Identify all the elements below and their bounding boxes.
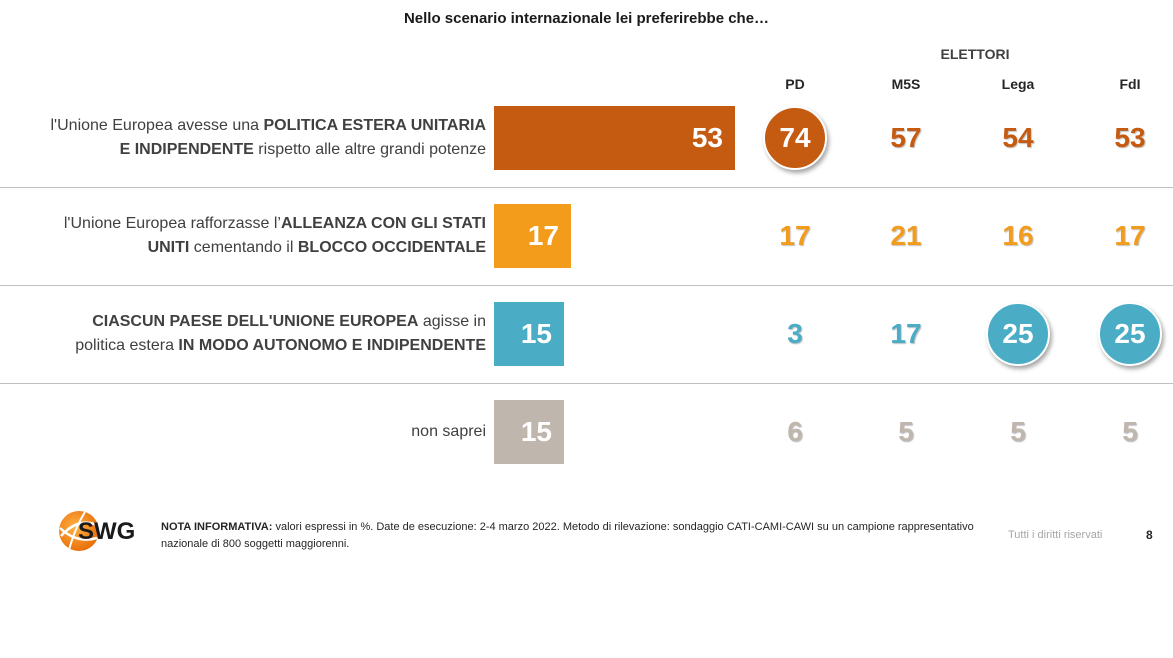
footnote-label: NOTA INFORMATIVA: [161, 521, 273, 533]
footnote-text: valori espressi in %. Date de esecuzione… [161, 521, 974, 550]
column-header-lega: Lega [1001, 76, 1035, 92]
value-pd: 17 [779, 220, 811, 251]
copyright-text: Tutti i diritti riservati [1008, 529, 1103, 541]
row-label-segment: politica estera [75, 337, 179, 354]
row-label-segment: E INDIPENDENTE [119, 141, 254, 158]
value-pd: 3 [787, 318, 803, 349]
value-lega: 16 [1002, 220, 1034, 251]
value-m5s: 5 [898, 416, 914, 447]
chart-title: Nello scenario internazionale lei prefer… [403, 10, 770, 27]
highlighted-value-lega: 25 [986, 302, 1050, 366]
row-label: CIASCUN PAESE DELL'UNIONE EUROPEA agisse… [10, 302, 486, 366]
value-lega: 5 [1010, 416, 1026, 447]
row-label-segment: cementando il [189, 239, 298, 256]
row-label-segment: non saprei [411, 423, 486, 440]
column-header-fdi: FdI [1119, 76, 1141, 92]
highlighted-value-pd: 74 [763, 106, 827, 170]
value-m5s: 57 [890, 122, 922, 153]
row-label-segment: BLOCCO OCCIDENTALE [297, 239, 486, 256]
row-label: l'Unione Europea rafforzasse l’ALLEANZA … [10, 204, 486, 268]
row-label-segment: l'Unione Europea rafforzasse l’ [63, 215, 281, 232]
group-label-elettori: ELETTORI [940, 46, 1010, 62]
total-bar: 53 [494, 106, 735, 170]
row-label-segment: rispetto alle altre grandi potenze [253, 141, 486, 158]
row-label-segment: IN MODO AUTONOMO E INDIPENDENTE [178, 337, 486, 354]
logo-text: SWG [78, 518, 136, 545]
value-fdi: 5 [1122, 416, 1138, 447]
value-lega: 54 [1002, 122, 1034, 153]
row-label: l'Unione Europea avesse una POLITICA EST… [10, 106, 487, 170]
value-pd: 6 [787, 416, 803, 447]
footnote: NOTA INFORMATIVA: valori espressi in %. … [161, 519, 981, 553]
row-label-segment: l'Unione Europea avesse una [50, 117, 264, 134]
row-label-segment: UNITI [147, 239, 190, 256]
row-label-segment: POLITICA ESTERA UNITARIA [263, 117, 486, 134]
highlighted-value-fdi: 25 [1098, 302, 1162, 366]
row-separator [0, 383, 1173, 384]
value-m5s: 21 [890, 220, 922, 251]
row-separator [0, 187, 1173, 188]
row-label-segment: agisse in [418, 313, 486, 330]
page-number: 8 [1146, 528, 1153, 542]
row-label-segment: ALLEANZA CON GLI STATI [280, 215, 486, 232]
row-label: non saprei [10, 400, 486, 464]
value-fdi: 53 [1114, 122, 1146, 153]
column-header-pd: PD [785, 76, 805, 92]
row-label-segment: CIASCUN PAESE DELL'UNIONE EUROPEA [92, 313, 419, 330]
value-m5s: 17 [890, 318, 922, 349]
swg-logo-icon [59, 511, 100, 551]
total-bar: 15 [494, 302, 564, 366]
total-bar: 15 [494, 400, 564, 464]
value-fdi: 17 [1114, 220, 1146, 251]
total-bar: 17 [494, 204, 571, 268]
column-header-m5s: M5S [891, 76, 921, 92]
row-separator [0, 285, 1173, 286]
